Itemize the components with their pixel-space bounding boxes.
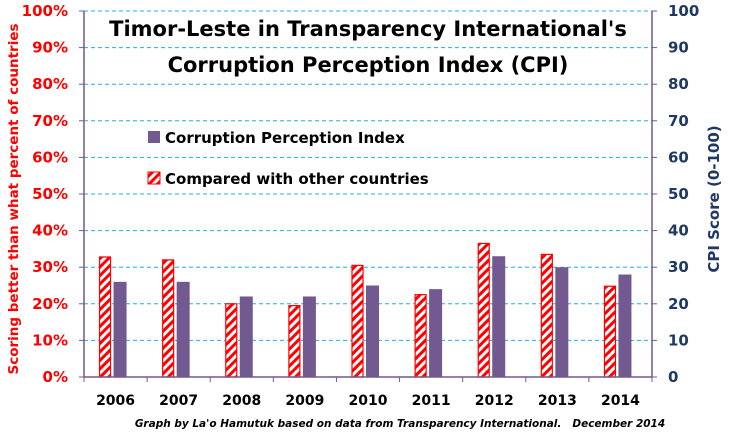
- y-right-tick-label: 40: [668, 222, 689, 240]
- bar-cpi-2010: [366, 285, 379, 377]
- x-tick-label: 2008: [222, 393, 261, 409]
- y-left-tick-label: 20%: [32, 295, 68, 313]
- bar-cpi-2011: [429, 289, 443, 377]
- chart-title-line-2: Corruption Perception Index (CPI): [168, 53, 569, 77]
- bar-compared-2013: [540, 253, 553, 378]
- y-left-tick-label: 10%: [32, 331, 68, 349]
- y-right-tick-label: 70: [668, 112, 689, 130]
- x-tick-label: 2011: [412, 393, 451, 409]
- bar-compared-2010: [351, 264, 364, 378]
- x-tick-label: 2014: [601, 393, 640, 409]
- legend-label-cpi: Corruption Perception Index: [165, 129, 405, 147]
- credit-note: Graph by La'o Hamutuk based on data from…: [135, 418, 665, 430]
- y-right-tick-label: 100: [668, 2, 699, 20]
- bars: [98, 242, 632, 378]
- y-right-tick-label: 50: [668, 185, 689, 203]
- x-tick-label: 2012: [475, 393, 514, 409]
- bar-compared-2014: [603, 285, 617, 378]
- y-right-tick-label: 90: [668, 39, 689, 57]
- bar-compared-2012: [477, 242, 490, 378]
- bar-cpi-2006: [113, 281, 127, 377]
- bar-compared-2008: [225, 303, 238, 378]
- y-axis-left-label: Scoring better than what percent of coun…: [6, 23, 22, 374]
- x-tick-label: 2013: [538, 393, 577, 409]
- legend-label-compared: Compared with other countries: [165, 170, 429, 188]
- y-axis-right-label: CPI Score (0-100): [705, 125, 723, 272]
- y-left-tick-label: 50%: [32, 185, 68, 203]
- y-right-tick-label: 10: [668, 331, 689, 349]
- x-tick-label: 2007: [159, 393, 198, 409]
- y-left-tick-label: 70%: [32, 112, 68, 130]
- bar-cpi-2007: [176, 281, 190, 377]
- bar-cpi-2014: [618, 274, 632, 377]
- bar-cpi-2008: [239, 296, 253, 377]
- bar-compared-2009: [288, 305, 301, 378]
- x-tick-label: 2006: [96, 393, 135, 409]
- bar-cpi-2012: [492, 256, 506, 377]
- y-right-tick-label: 80: [668, 75, 689, 93]
- legend-swatch-compared: [147, 171, 161, 185]
- bar-cpi-2013: [555, 267, 569, 377]
- y-left-tick-label: 60%: [32, 148, 68, 166]
- bar-cpi-2009: [302, 296, 316, 377]
- x-tick-label: 2009: [285, 393, 324, 409]
- legend: Corruption Perception Index Compared wit…: [147, 129, 429, 188]
- y-right-tick-label: 60: [668, 148, 689, 166]
- y-left-tick-label: 80%: [32, 75, 68, 93]
- y-left-tick-label: 40%: [32, 222, 68, 240]
- tick-labels: 0% 10% 20% 30% 40% 50% 60% 70% 80% 90% 100% 0 10 20 30…: [22, 2, 700, 409]
- y-left-tick-label: 30%: [32, 258, 68, 276]
- bar-compared-2007: [162, 259, 175, 378]
- y-right-tick-label: 30: [668, 258, 689, 276]
- bar-compared-2006: [98, 256, 112, 378]
- legend-swatch-cpi: [148, 131, 160, 143]
- y-right-tick-label: 20: [668, 295, 689, 313]
- y-left-tick-label: 90%: [32, 39, 68, 57]
- axes: [79, 10, 657, 382]
- y-right-tick-label: 0: [668, 368, 678, 386]
- y-left-tick-label: 100%: [22, 2, 68, 20]
- chart-title-line-1: Timor-Leste in Transparency Internationa…: [109, 17, 627, 41]
- y-left-tick-label: 0%: [43, 368, 68, 386]
- x-tick-label: 2010: [349, 393, 388, 409]
- bar-compared-2011: [414, 294, 427, 378]
